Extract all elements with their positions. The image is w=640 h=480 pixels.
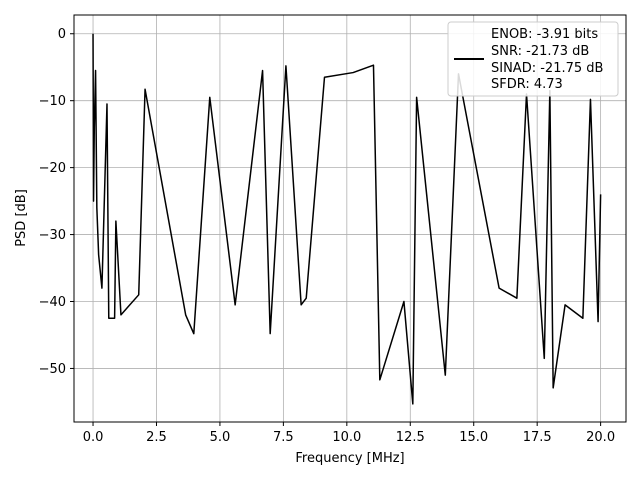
y-axis-ticks: 0 −10 −20 −30 −40 −50 bbox=[39, 27, 74, 377]
x-tick-label: 5.0 bbox=[210, 430, 231, 445]
legend-enob: ENOB: -3.91 bits bbox=[491, 27, 598, 42]
y-tick-label: −30 bbox=[39, 228, 66, 243]
y-axis-label: PSD [dB] bbox=[14, 189, 29, 247]
x-tick-label: 20.0 bbox=[586, 430, 615, 445]
x-tick-label: 0.0 bbox=[83, 430, 104, 445]
y-tick-label: −50 bbox=[39, 362, 66, 377]
y-tick-label: −40 bbox=[39, 295, 66, 310]
x-tick-label: 15.0 bbox=[459, 430, 488, 445]
x-tick-label: 2.5 bbox=[146, 430, 167, 445]
x-tick-label: 17.5 bbox=[523, 430, 552, 445]
x-axis-label: Frequency [MHz] bbox=[295, 451, 404, 466]
legend-snr: SNR: -21.73 dB bbox=[491, 44, 589, 59]
x-tick-label: 7.5 bbox=[273, 430, 294, 445]
x-tick-label: 12.5 bbox=[396, 430, 425, 445]
y-tick-label: 0 bbox=[58, 27, 66, 42]
data-layer bbox=[92, 33, 602, 405]
x-tick-label: 10.0 bbox=[332, 430, 361, 445]
legend-box bbox=[447, 21, 619, 97]
psd-series-line bbox=[92, 33, 602, 405]
y-tick-label: −20 bbox=[39, 161, 66, 176]
x-axis-ticks: 0.0 2.5 5.0 7.5 10.0 12.5 15.0 17.5 20.0 bbox=[83, 422, 615, 445]
y-tick-label: −10 bbox=[39, 94, 66, 109]
plot-frame bbox=[73, 14, 627, 423]
legend-sinad: SINAD: -21.75 dB bbox=[491, 61, 603, 76]
legend-sfdr: SFDR: 4.73 bbox=[491, 77, 563, 92]
legend: ENOB: -3.91 bits SNR: -21.73 dB SINAD: -… bbox=[447, 21, 619, 97]
